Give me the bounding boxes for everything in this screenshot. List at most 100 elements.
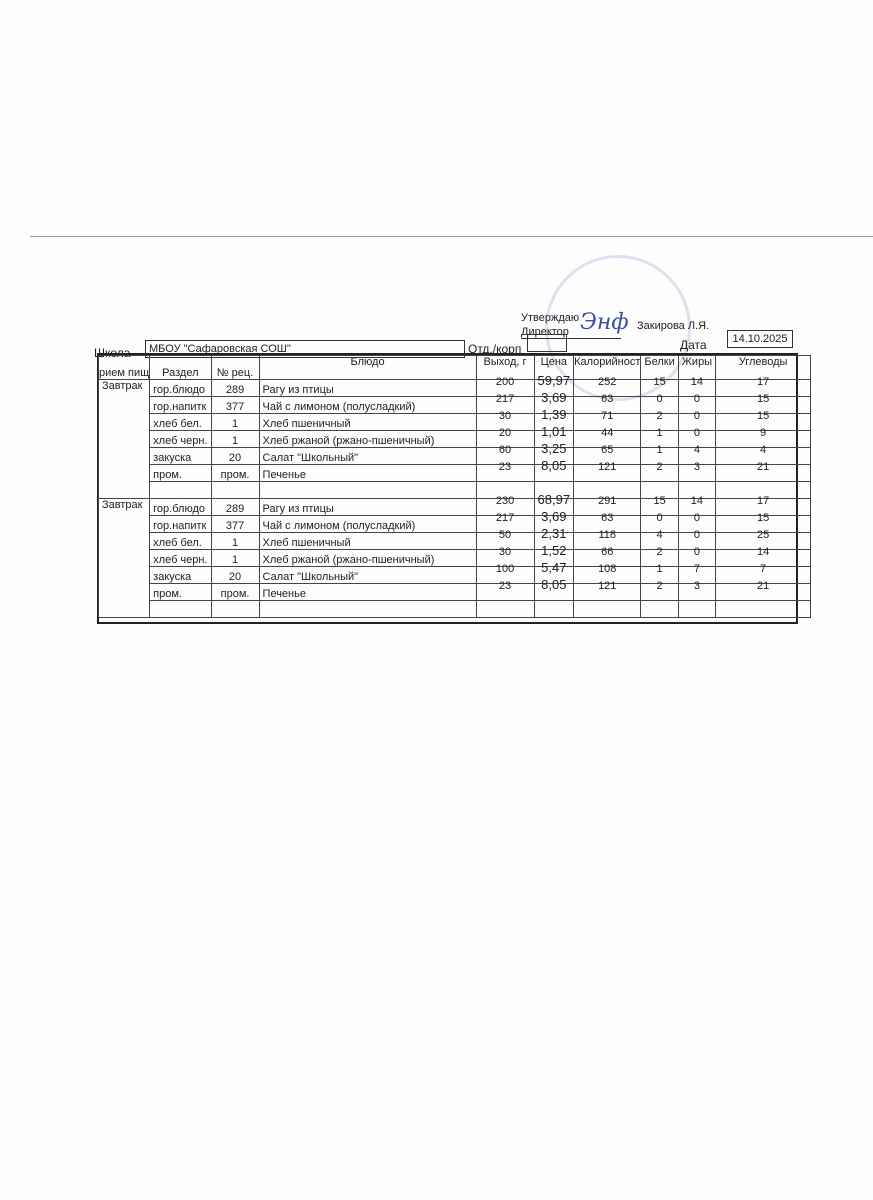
dish-cell: Печенье — [258, 583, 477, 601]
table-row: Завтрак гор.блюдо 289 Рагу из птицы 200 59,97… — [97, 373, 812, 499]
output-cell: 100 — [475, 563, 535, 584]
fat-value: 14 — [690, 495, 704, 507]
price-value: 1,52 — [541, 543, 567, 558]
col-carbs: Углеводы — [715, 355, 812, 380]
dish-cell: Салат "Школьный" — [258, 447, 477, 465]
director-name: Закирова Л.Я. — [637, 320, 710, 332]
dish-cell: Чай с лимоном (полусладкий) — [258, 396, 477, 414]
price-value: 8,05 — [541, 577, 567, 592]
carbs-cell: 21 — [715, 580, 812, 601]
protein-value: 0 — [656, 512, 663, 524]
dish-cell: Чай с лимоном (полусладкий) — [258, 515, 477, 533]
output-cell: 230 — [475, 495, 535, 516]
carbs-value: 21 — [756, 461, 770, 473]
section-cell: пром. — [149, 583, 212, 601]
fat-cell: 3 — [677, 461, 717, 482]
table-row: гор.напитк 377 Чай с лимоном (полусладкий)… — [99, 509, 812, 533]
dish-cell: Хлеб пшеничный — [258, 532, 477, 550]
protein-value: 15 — [653, 376, 666, 388]
price-value: 68,97 — [537, 492, 571, 507]
kcal-value: 63 — [601, 393, 614, 405]
fat-value: 14 — [690, 376, 704, 388]
meal-cell: Завтрак — [97, 498, 151, 618]
fat-value: 0 — [693, 393, 700, 405]
menu-table: рием пищ Раздел № рец. Блюдо Выход, г Це… — [97, 355, 812, 618]
carbs-value: 17 — [756, 495, 770, 507]
fat-cell: 14 — [677, 495, 717, 516]
recipe-number-cell: 20 — [210, 566, 260, 584]
protein-value: 1 — [656, 427, 663, 439]
fat-cell: 0 — [677, 427, 717, 448]
fat-value: 7 — [693, 563, 700, 575]
protein-cell: 1 — [640, 444, 679, 465]
table-row: пром. пром. Печенье 23 8,05 121 2 3 21 — [99, 458, 812, 482]
table-row: хлеб черн. 1 Хлеб ржаной (ржано-пшеничный)… — [99, 543, 812, 567]
carbs-cell: 21 — [715, 461, 812, 482]
header-row: рием пищ Раздел № рец. Блюдо Выход, г Це… — [97, 355, 812, 380]
col-price: Цена — [533, 355, 575, 380]
price-value: 3,25 — [541, 441, 567, 456]
recipe-number-cell: 1 — [210, 549, 260, 567]
recipe-number-cell: 289 — [210, 379, 260, 397]
protein-value: 15 — [653, 495, 666, 507]
output-value: 217 — [495, 393, 515, 405]
recipe-number-cell — [210, 600, 260, 618]
output-value: 30 — [498, 410, 512, 422]
section-cell: хлеб бел. — [149, 532, 212, 550]
fat-value: 0 — [693, 546, 700, 558]
output-value: 23 — [498, 461, 512, 473]
recipe-number-cell: 289 — [210, 498, 260, 516]
output-value: 60 — [498, 444, 512, 456]
output-value: 50 — [498, 529, 512, 541]
kcal-value: 65 — [601, 444, 614, 456]
price-value: 1,01 — [541, 424, 567, 439]
dish-cell — [258, 600, 477, 618]
col-kcal: Калорийност — [573, 355, 642, 380]
price-value: 5,47 — [541, 560, 567, 575]
carbs-value: 17 — [756, 376, 770, 388]
section-cell: гор.блюдо — [149, 498, 212, 516]
recipe-number-cell — [210, 481, 260, 499]
section-cell: закуска — [149, 566, 212, 584]
kcal-value: 71 — [601, 410, 614, 422]
price-value: 59,97 — [537, 373, 571, 388]
dept-label: Отд./корп — [468, 342, 522, 356]
col-fat: Жиры — [677, 355, 717, 380]
col-recipe: № рец. — [210, 355, 260, 380]
output-value: 217 — [495, 512, 515, 524]
section-cell: гор.напитк — [149, 515, 212, 533]
carbs-value: 4 — [760, 444, 767, 456]
carbs-value: 15 — [756, 393, 770, 405]
kcal-cell: 121 — [573, 461, 642, 482]
table-row: гор.напитк 377 Чай с лимоном (полусладкий)… — [99, 390, 812, 414]
carbs-value: 25 — [756, 529, 770, 541]
fat-value: 0 — [693, 410, 700, 422]
dish-cell: Хлеб ржаной (ржано-пшеничный) — [258, 549, 477, 567]
price-value: 8,05 — [541, 458, 567, 473]
table-row: Завтрак гор.блюдо 289 Рагу из птицы 230 68,97… — [97, 492, 812, 618]
protein-value: 0 — [656, 393, 663, 405]
output-cell: 50 — [475, 529, 535, 550]
output-value: 20 — [498, 427, 512, 439]
output-value: 23 — [498, 580, 512, 592]
output-cell — [475, 600, 535, 618]
protein-cell — [640, 600, 679, 618]
protein-cell: 2 — [640, 461, 679, 482]
recipe-number-cell: 377 — [210, 515, 260, 533]
price-cell — [533, 600, 575, 618]
kcal-cell: 121 — [573, 580, 642, 601]
carbs-value: 15 — [756, 410, 770, 422]
carbs-value: 14 — [756, 546, 770, 558]
kcal-value: 252 — [598, 376, 617, 388]
section-cell: хлеб черн. — [149, 430, 212, 448]
section-cell: пром. — [149, 464, 212, 482]
kcal-value: 121 — [598, 580, 617, 592]
recipe-number-cell: пром. — [210, 464, 260, 482]
price-value: 3,69 — [541, 390, 567, 405]
section-cell: хлеб бел. — [149, 413, 212, 431]
empty-row — [99, 600, 812, 618]
table-row: пром. пром. Печенье 23 8,05 121 2 3 21 — [99, 577, 812, 601]
dish-cell: Хлеб пшеничный — [258, 413, 477, 431]
protein-value: 4 — [656, 529, 663, 541]
